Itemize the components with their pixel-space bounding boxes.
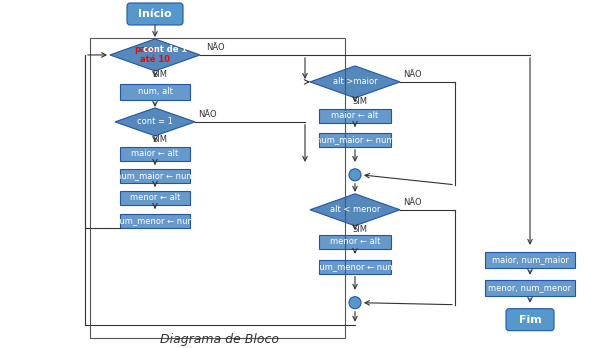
Polygon shape xyxy=(310,66,400,98)
Text: num_maior ← num: num_maior ← num xyxy=(116,171,194,180)
Text: menor ← alt: menor ← alt xyxy=(130,193,180,202)
Text: cont de 1: cont de 1 xyxy=(143,46,187,54)
Text: SIM: SIM xyxy=(353,97,367,106)
Text: NÃO: NÃO xyxy=(403,198,421,207)
FancyBboxPatch shape xyxy=(319,260,391,274)
Text: num_menor ← num: num_menor ← num xyxy=(314,262,396,271)
Polygon shape xyxy=(115,108,195,136)
Text: NÃO: NÃO xyxy=(403,70,421,79)
FancyBboxPatch shape xyxy=(120,147,190,161)
Text: menor, num_menor: menor, num_menor xyxy=(488,283,571,292)
FancyBboxPatch shape xyxy=(120,84,190,100)
FancyBboxPatch shape xyxy=(127,3,183,25)
Text: NÃO: NÃO xyxy=(197,110,216,119)
Circle shape xyxy=(349,297,361,309)
Text: cont = 1: cont = 1 xyxy=(137,117,173,126)
Text: até 10: até 10 xyxy=(140,55,170,64)
Text: SIM: SIM xyxy=(152,70,167,79)
Text: NÃO: NÃO xyxy=(206,44,225,53)
FancyBboxPatch shape xyxy=(485,252,575,268)
Text: num_maior ← num: num_maior ← num xyxy=(316,135,394,144)
Text: para: para xyxy=(134,46,156,54)
FancyBboxPatch shape xyxy=(319,133,391,147)
Text: menor ← alt: menor ← alt xyxy=(330,237,380,246)
FancyBboxPatch shape xyxy=(120,214,190,228)
Text: alt >maior: alt >maior xyxy=(333,77,377,86)
Text: maior, num_maior: maior, num_maior xyxy=(492,255,568,264)
FancyBboxPatch shape xyxy=(120,169,190,183)
FancyBboxPatch shape xyxy=(319,109,391,123)
FancyBboxPatch shape xyxy=(485,280,575,296)
Circle shape xyxy=(349,169,361,181)
FancyBboxPatch shape xyxy=(319,235,391,249)
Text: num_menor ← num: num_menor ← num xyxy=(114,216,196,225)
Text: alt < menor: alt < menor xyxy=(330,205,380,214)
Text: num, alt: num, alt xyxy=(138,87,172,96)
Text: maior ← alt: maior ← alt xyxy=(131,149,179,158)
Text: SIM: SIM xyxy=(353,225,367,234)
Text: Fim: Fim xyxy=(519,315,541,325)
Polygon shape xyxy=(310,194,400,226)
Text: maior ← alt: maior ← alt xyxy=(331,111,379,120)
FancyBboxPatch shape xyxy=(506,309,554,331)
Text: Início: Início xyxy=(138,9,172,19)
Text: Diagrama de Bloco: Diagrama de Bloco xyxy=(161,333,279,346)
Text: SIM: SIM xyxy=(152,135,167,144)
FancyBboxPatch shape xyxy=(120,191,190,205)
Polygon shape xyxy=(110,39,200,71)
